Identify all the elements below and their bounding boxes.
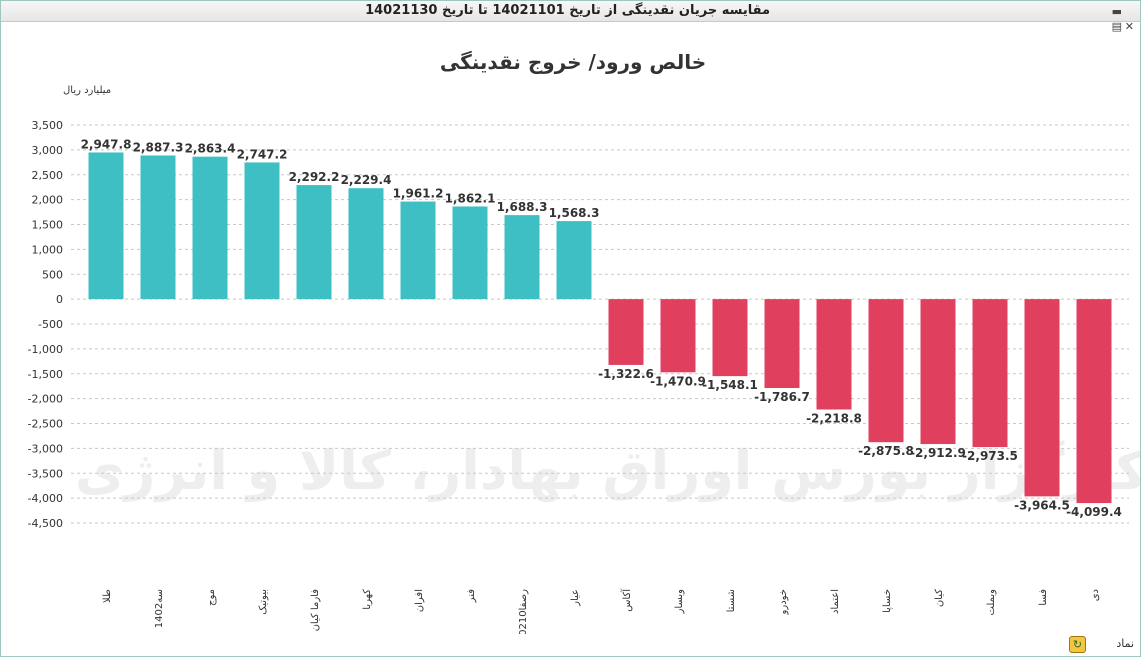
bar (868, 299, 904, 443)
x-tick-label: افران (414, 589, 425, 612)
chart-area: کارگزار بورس اوراق بهادار، کالا و انرژی … (28, 50, 1140, 634)
x-tick-label: طلا (102, 589, 113, 603)
data-label: 1,688.3 (497, 200, 548, 214)
data-label: -2,973.5 (962, 449, 1018, 463)
data-label: 2,863.4 (185, 142, 236, 156)
data-label: 1,961.2 (393, 187, 444, 201)
x-tick-label: اعتماد (830, 589, 841, 614)
refresh-icon[interactable]: ↻ (1069, 636, 1086, 653)
y-tick-label: 0 (56, 293, 63, 306)
y-tick-label: -1,500 (28, 368, 63, 381)
y-axis-ticks: 3,500 3,000 2,500 2,000 1,500 1,000 500 0 -500 -1… (28, 119, 63, 530)
x-axis-ticks: طلا سه1402 موج بیوتیک فارما کیان کهربا افران فن… (102, 588, 1101, 634)
x-tick-label: دی (1090, 589, 1101, 601)
data-label: 2,747.2 (237, 147, 288, 161)
value-labels: 2,947.8 2,887.3 2,863.4 2,747.22,292.2 2,229… (81, 137, 1122, 519)
x-tick-label: آکاس (620, 588, 633, 612)
data-label: 2,292.2 (289, 170, 340, 184)
x-tick-label: فسا (1038, 589, 1049, 606)
data-label: 2,229.4 (341, 173, 392, 187)
y-axis-label: میلیارد ریال (63, 85, 111, 96)
symbol-label: نماد (1116, 637, 1134, 650)
y-tick-label: -1,000 (28, 343, 63, 356)
y-tick-label: 3,000 (32, 144, 64, 157)
x-tick-label: موج (206, 589, 217, 606)
x-tick-label: خودرو (778, 589, 789, 615)
y-tick-label: -4,500 (28, 517, 63, 530)
data-label: -1,322.6 (598, 367, 654, 381)
data-label: -2,218.8 (806, 412, 862, 426)
chart-title: خالص ورود/ خروج نقدینگی (440, 50, 706, 74)
x-tick-label: وبملت (986, 589, 997, 616)
bar (244, 162, 280, 300)
x-tick-label: کهربا (362, 589, 373, 610)
data-label: -1,548.1 (702, 378, 758, 392)
y-tick-label: 2,000 (32, 194, 64, 207)
printer-icon[interactable]: ▤ (1111, 20, 1122, 33)
bar (88, 152, 124, 300)
y-tick-label: 500 (42, 268, 63, 281)
window-tools: ▬ ▤ ✕ (1104, 3, 1134, 37)
window-title: مقایسه جریان نقدینگی از تاریخ 14021101 ت… (365, 3, 770, 18)
bar (920, 299, 956, 445)
data-label: -4,099.4 (1066, 505, 1122, 519)
x-tick-label: کیان (934, 589, 945, 607)
data-label: 1,568.3 (549, 206, 600, 220)
bar (764, 299, 800, 389)
bar (504, 215, 540, 300)
minimize-icon[interactable]: ▬ (1111, 5, 1122, 18)
data-label: -3,964.5 (1014, 498, 1070, 512)
x-tick-label: عیار (570, 589, 581, 607)
x-tick-label: بیوتیک (258, 589, 269, 615)
x-tick-label: شستا (726, 589, 737, 612)
y-tick-label: 1,000 (32, 243, 64, 256)
x-tick-label: فنر (466, 589, 477, 604)
data-label: -1,786.7 (754, 390, 810, 404)
bar (140, 155, 176, 300)
data-label: 1,862.1 (445, 191, 496, 205)
watermark-text: کارگزار بورس اوراق بهادار، کالا و انرژی (75, 439, 1140, 502)
y-tick-label: -2,000 (28, 393, 63, 406)
close-icon[interactable]: ✕ (1124, 20, 1134, 33)
y-tick-label: 1,500 (32, 219, 64, 232)
y-tick-label: -500 (38, 318, 63, 331)
y-tick-label: 3,500 (32, 119, 64, 132)
bar (1076, 299, 1112, 504)
x-tick-label: سه1402 (154, 589, 165, 628)
bar (816, 299, 852, 410)
data-label: 2,887.3 (133, 140, 184, 154)
bar (972, 299, 1008, 448)
y-tick-label: -2,500 (28, 418, 63, 431)
bar (348, 188, 384, 300)
title-bar: مقایسه جریان نقدینگی از تاریخ 14021101 ت… (1, 1, 1140, 22)
data-label: 2,947.8 (81, 137, 132, 151)
bar (660, 299, 696, 373)
data-label: -2,875.8 (858, 444, 914, 458)
bar (296, 185, 332, 300)
bar (192, 156, 228, 300)
bars (88, 152, 1112, 504)
y-tick-label: 2,500 (32, 169, 64, 182)
x-tick-label: وبسار (674, 589, 685, 615)
bar (608, 299, 644, 365)
bar (1024, 299, 1060, 497)
y-tick-label: -3,000 (28, 442, 63, 455)
y-tick-label: -3,500 (28, 467, 63, 480)
bar (556, 221, 592, 300)
bar (452, 206, 488, 300)
bar (712, 299, 748, 377)
data-label: -1,470.9 (650, 374, 706, 388)
x-tick-label: فارما کیان (310, 589, 321, 632)
x-tick-label: خساپا (882, 589, 893, 613)
bar (400, 201, 436, 300)
x-tick-label: رصفا0210ب10 (518, 589, 529, 634)
y-tick-label: -4,000 (28, 492, 63, 505)
watermark: کارگزار بورس اوراق بهادار، کالا و انرژی (75, 439, 1140, 502)
data-label: -2,912.9 (910, 446, 966, 460)
